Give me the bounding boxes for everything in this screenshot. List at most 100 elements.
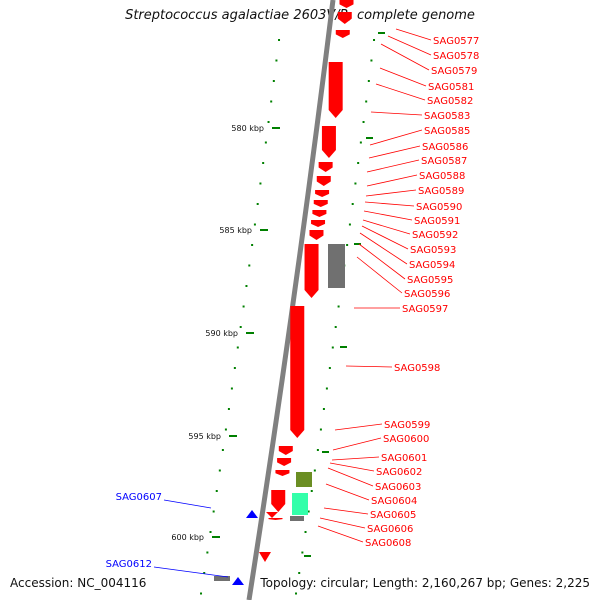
gene-label-sag0577: SAG0577	[433, 36, 479, 47]
forward-gene-arrow	[316, 176, 331, 186]
gene-label-sag0597: SAG0597	[402, 304, 448, 315]
forward-gene-arrow	[315, 190, 330, 197]
forward-gene-arrow	[304, 244, 319, 298]
gray-feature	[290, 516, 304, 521]
label-leader	[345, 365, 393, 368]
label-leader	[327, 467, 374, 487]
gene-label-sag0583: SAG0583	[424, 111, 470, 122]
forward-gene-arrow	[290, 306, 305, 438]
scale-label-600: 600 kbp	[171, 533, 204, 542]
gene-features	[214, 0, 354, 585]
label-leader	[319, 517, 366, 529]
scale-label-group: 580 kbp 585 kbp 590 kbp 595 kbp 600 kbp	[171, 124, 280, 542]
gene-label-sag0586: SAG0586	[422, 142, 468, 153]
gene-label-sag0612: SAG0612	[106, 559, 152, 570]
teal-gene	[292, 493, 308, 515]
gene-label-sag0608: SAG0608	[365, 538, 411, 549]
label-leader	[361, 225, 409, 250]
forward-gene-arrow	[259, 552, 271, 562]
gene-label-sag0589: SAG0589	[418, 186, 464, 197]
label-leader	[359, 232, 408, 265]
gene-label-sag0588: SAG0588	[419, 171, 465, 182]
forward-gene-arrow	[278, 446, 293, 455]
gene-label-sag0599: SAG0599	[384, 420, 430, 431]
gene-label-sag0592: SAG0592	[412, 230, 458, 241]
gene-label-sag0585: SAG0585	[424, 126, 470, 137]
forward-gene-arrow	[313, 200, 328, 207]
gene-label-sag0578: SAG0578	[433, 51, 479, 62]
genome-backbone	[246, 0, 336, 600]
forward-gene-arrow	[266, 512, 278, 518]
gray-feature	[214, 576, 230, 581]
gene-label-sag0587: SAG0587	[421, 156, 467, 167]
label-leader	[163, 499, 212, 509]
gene-label-sag0600: SAG0600	[383, 434, 429, 445]
label-leader	[379, 67, 427, 87]
gene-label-sag0591: SAG0591	[414, 216, 460, 227]
forward-gene-arrow	[271, 490, 286, 512]
label-leader	[331, 456, 380, 461]
label-leader	[356, 256, 403, 294]
accession-text: Accession: NC_004116	[10, 576, 147, 590]
forward-gene-arrow	[328, 62, 343, 118]
gray-feature	[328, 244, 345, 288]
olive-gene	[296, 472, 312, 487]
scale-label-590: 590 kbp	[205, 329, 238, 338]
forward-gene-arrow	[268, 518, 283, 520]
gene-label-sag0602: SAG0602	[376, 467, 422, 478]
label-leader	[317, 525, 364, 543]
label-leader	[325, 483, 370, 501]
genome-title: Streptococcus agalactiae 2603V/R, comple…	[125, 8, 475, 23]
gene-label-sag0604: SAG0604	[371, 496, 417, 507]
forward-gene-arrow	[311, 220, 326, 227]
forward-gene-arrow	[321, 126, 336, 158]
label-leader	[332, 437, 382, 451]
label-leader	[362, 219, 411, 235]
label-leader	[369, 129, 423, 146]
forward-gene-arrow	[339, 0, 354, 8]
forward-gene-arrow	[335, 30, 350, 38]
gene-label-sag0590: SAG0590	[416, 202, 462, 213]
gene-label-sag0581: SAG0581	[428, 82, 474, 93]
label-leader	[365, 189, 417, 197]
gene-label-sag0596: SAG0596	[404, 289, 450, 300]
label-leader	[380, 43, 430, 71]
forward-gene-arrow	[277, 458, 292, 466]
forward-gene-arrow	[275, 470, 290, 476]
gene-label-sag0607: SAG0607	[116, 492, 162, 503]
gene-label-sag0582: SAG0582	[427, 96, 473, 107]
gene-label-sag0593: SAG0593	[410, 245, 456, 256]
topology-text: Topology: circular; Length: 2,160,267 bp…	[260, 576, 590, 590]
label-leader	[364, 201, 415, 207]
label-leader	[334, 423, 383, 431]
gene-label-sag0605: SAG0605	[370, 510, 416, 521]
label-leader	[387, 35, 432, 56]
label-leader	[153, 566, 229, 578]
forward-gene-arrow	[318, 162, 333, 172]
label-leader-lines	[153, 28, 432, 578]
label-leader	[329, 462, 375, 472]
inner-scale-ticks	[200, 39, 281, 595]
gene-label-sag0595: SAG0595	[407, 275, 453, 286]
gene-label-sag0598: SAG0598	[394, 363, 440, 374]
scale-label-585: 585 kbp	[219, 226, 252, 235]
gene-label-sag0601: SAG0601	[381, 453, 427, 464]
label-leader	[363, 210, 413, 221]
reverse-gene-arrow	[232, 577, 244, 585]
gene-label-sag0603: SAG0603	[375, 482, 421, 493]
label-leader	[323, 507, 369, 515]
forward-gene-arrow	[309, 230, 324, 240]
scale-label-595: 595 kbp	[188, 432, 221, 441]
label-leader	[358, 243, 406, 280]
forward-gene-arrow	[312, 210, 327, 217]
label-leader	[395, 28, 432, 41]
gene-label-sag0594: SAG0594	[409, 260, 455, 271]
label-leader	[366, 174, 418, 187]
gene-labels: SAG0577 SAG0578 SAG0579 SAG0581 SAG0582 SAG05…	[106, 36, 480, 570]
label-leader	[370, 111, 423, 116]
gene-label-sag0606: SAG0606	[367, 524, 413, 535]
gene-label-sag0579: SAG0579	[431, 66, 477, 77]
label-leader	[366, 159, 420, 173]
